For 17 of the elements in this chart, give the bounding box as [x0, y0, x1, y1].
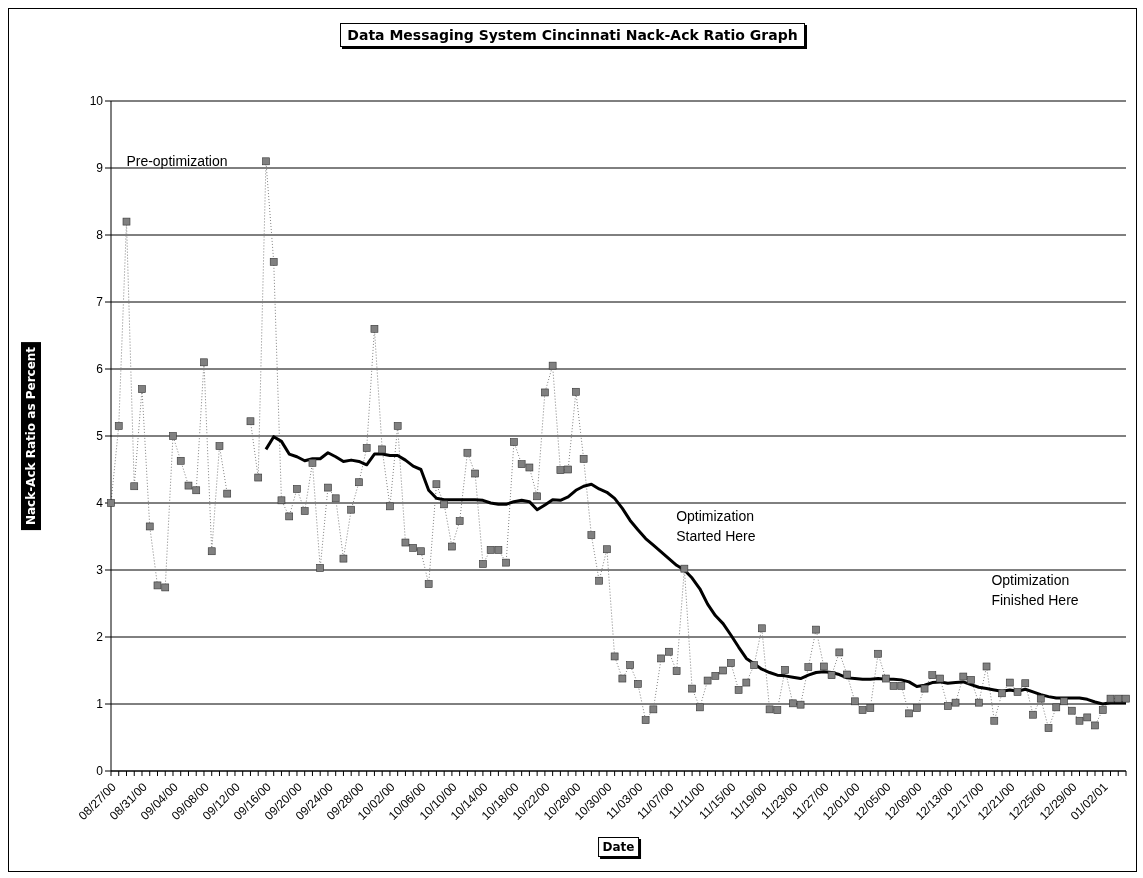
y-tick-label: 6 [96, 362, 104, 377]
y-tick-label: 3 [96, 563, 104, 578]
y-tick-label: 9 [96, 161, 104, 176]
y-tick-label: 4 [96, 496, 104, 511]
annotation: Pre-optimization [126, 152, 228, 172]
y-tick-label: 7 [96, 295, 104, 310]
chart-title: Data Messaging System Cincinnati Nack-Ack Ratio Graph [340, 23, 805, 47]
y-axis-title: Nack-Ack Ratio as Percent [21, 341, 41, 531]
y-tick-label: 5 [96, 429, 104, 444]
annotation: Optimization Finished Here [991, 571, 1079, 610]
y-tick-label: 8 [96, 228, 104, 243]
annotation: Optimization Started Here [676, 507, 756, 547]
y-tick-label: 0 [96, 764, 104, 779]
y-tick-label: 2 [96, 630, 104, 645]
y-tick-label: 1 [96, 697, 104, 712]
x-axis-title: Date [597, 837, 640, 857]
y-tick-label: 10 [89, 94, 104, 109]
